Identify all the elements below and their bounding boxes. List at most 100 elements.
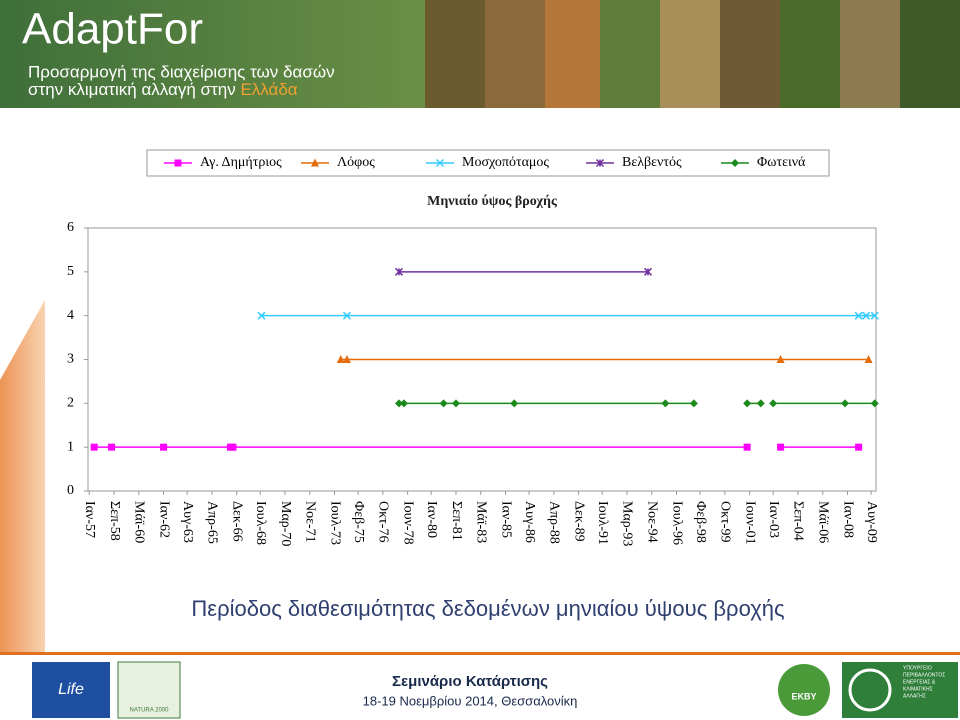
subtitle-text: στην κλιματική αλλαγή στην xyxy=(28,80,236,99)
x-tick-label: Ιουλ-68 xyxy=(253,501,268,545)
legend-marker xyxy=(311,158,319,167)
subtitle-highlight: Ελλάδα xyxy=(240,80,297,99)
marker xyxy=(689,399,698,408)
marker xyxy=(90,443,98,451)
y-tick-label: 1 xyxy=(67,439,74,454)
x-tick-label: Νοε-94 xyxy=(645,501,660,543)
x-tick-label: Οκτ-99 xyxy=(718,501,733,542)
marker xyxy=(257,311,266,320)
legend-marker xyxy=(435,158,445,168)
logo-text: ΚΛΙΜΑΤΙΚΗΣ xyxy=(903,686,933,692)
footer-title: Σεμινάριο Κατάρτισης xyxy=(392,673,548,690)
marker xyxy=(776,355,785,363)
marker xyxy=(342,311,351,320)
x-tick-label: Ιαν-03 xyxy=(766,501,781,538)
y-tick-label: 6 xyxy=(67,220,74,235)
x-tick-label: Ιουν-01 xyxy=(742,501,757,545)
x-tick-label: Ιουλ-91 xyxy=(595,501,610,545)
x-tick-label: Αυγ-63 xyxy=(180,501,195,543)
legend-label: Βελβεντός xyxy=(622,155,682,170)
x-tick-label: Ιαν-85 xyxy=(498,501,513,538)
x-tick-label: Μαρ-70 xyxy=(278,501,293,546)
x-tick-label: Ιουν-78 xyxy=(400,501,415,545)
marker xyxy=(399,399,408,408)
footer-rule xyxy=(0,652,960,655)
marker xyxy=(336,355,345,363)
legend-marker xyxy=(174,159,182,167)
marker xyxy=(864,355,873,363)
x-tick-label: Μαρ-93 xyxy=(620,501,635,546)
legend-label: Λόφος xyxy=(337,155,375,170)
marker xyxy=(756,399,765,408)
marker xyxy=(870,311,879,320)
y-tick-label: 5 xyxy=(67,264,74,279)
x-tick-label: Φεβ-98 xyxy=(693,501,708,543)
x-tick-label: Σεπ-04 xyxy=(791,501,806,541)
logo-text: ΠΕΡΙΒΑΛΛΟΝΤΟΣ xyxy=(903,672,945,678)
marker xyxy=(854,311,863,320)
legend-marker xyxy=(595,158,605,168)
x-tick-label: Σεπ-81 xyxy=(449,501,464,541)
legend-label: Φωτεινά xyxy=(757,155,806,170)
x-tick-label: Ιουλ-96 xyxy=(669,501,684,545)
logo-text: ΕΚΒΥ xyxy=(791,691,816,701)
marker xyxy=(108,443,116,451)
x-tick-label: Οκτ-76 xyxy=(376,501,391,542)
chart-caption: Περίοδος διαθεσιμότητας δεδομένων μηνιαί… xyxy=(191,596,784,621)
marker xyxy=(743,399,752,408)
marker xyxy=(643,267,653,276)
x-tick-label: Ιαν-08 xyxy=(840,501,855,538)
logo-text: NATURA 2000 xyxy=(130,708,170,714)
x-tick-label: Ιουλ-73 xyxy=(327,501,342,545)
x-tick-label: Μάϊ-83 xyxy=(474,501,489,543)
x-tick-label: Μάϊ-60 xyxy=(132,501,147,543)
y-tick-label: 4 xyxy=(67,308,74,323)
side-stripe xyxy=(0,300,45,652)
logo-ekby: ΕΚΒΥ xyxy=(778,664,830,716)
logo-text: ΑΛΛΑΓΗΣ xyxy=(903,693,926,699)
marker xyxy=(743,443,751,451)
logo-life: Life xyxy=(32,662,110,718)
x-tick-label: Ιαν-62 xyxy=(156,501,171,538)
marker xyxy=(342,355,351,363)
legend-box xyxy=(146,149,830,177)
y-tick-label: 3 xyxy=(67,352,74,367)
marker xyxy=(870,399,879,408)
header-photos xyxy=(425,0,960,108)
y-tick-label: 0 xyxy=(67,483,74,498)
marker xyxy=(451,399,460,408)
footer-subtitle: 18-19 Νοεμβρίου 2014, Θεσσαλονίκη xyxy=(363,693,578,708)
x-tick-label: Δεκ-89 xyxy=(571,501,586,542)
x-tick-label: Μάϊ-06 xyxy=(816,501,831,543)
logo-text: ΥΠΟΥΡΓΕΙΟ xyxy=(903,665,932,671)
x-tick-label: Φεβ-75 xyxy=(351,501,366,543)
marker xyxy=(394,399,403,408)
x-tick-label: Σεπ-58 xyxy=(107,501,122,541)
marker xyxy=(160,443,168,451)
marker xyxy=(777,443,785,451)
header-subtitle: Προσαρμογή της διαχείρισης των δασών xyxy=(28,62,335,81)
marker xyxy=(769,399,778,408)
header-band xyxy=(0,0,425,108)
x-tick-label: Απρ-88 xyxy=(547,501,562,544)
x-tick-label: Αυγ-09 xyxy=(864,501,879,543)
x-tick-label: Ιαν-80 xyxy=(424,501,439,538)
legend-label: Μοσχοπόταμος xyxy=(462,155,549,170)
logo-text: ΕΝΕΡΓΕΙΑΣ & xyxy=(903,679,936,685)
marker xyxy=(229,443,237,451)
marker xyxy=(661,399,670,408)
legend-label: Αγ. Δημήτριος xyxy=(200,155,282,170)
marker xyxy=(439,399,448,408)
header-title: AdaptFor xyxy=(22,5,203,54)
header-subtitle: στην κλιματική αλλαγή στην Ελλάδα xyxy=(28,80,298,99)
legend-marker xyxy=(731,159,739,167)
marker xyxy=(510,399,519,408)
marker xyxy=(841,399,850,408)
x-tick-label: Νοε-71 xyxy=(303,501,318,543)
logo-ministry: ΥΠΟΥΡΓΕΙΟ ΠΕΡΙΒΑΛΛΟΝΤΟΣ ΕΝΕΡΓΕΙΑΣ & ΚΛΙΜ… xyxy=(842,662,958,718)
x-tick-label: Απρ-65 xyxy=(205,501,220,544)
marker xyxy=(862,311,871,320)
chart-title: Μηνιαίο ύψος βροχής xyxy=(427,194,558,209)
marker xyxy=(394,267,404,276)
marker xyxy=(855,443,863,451)
